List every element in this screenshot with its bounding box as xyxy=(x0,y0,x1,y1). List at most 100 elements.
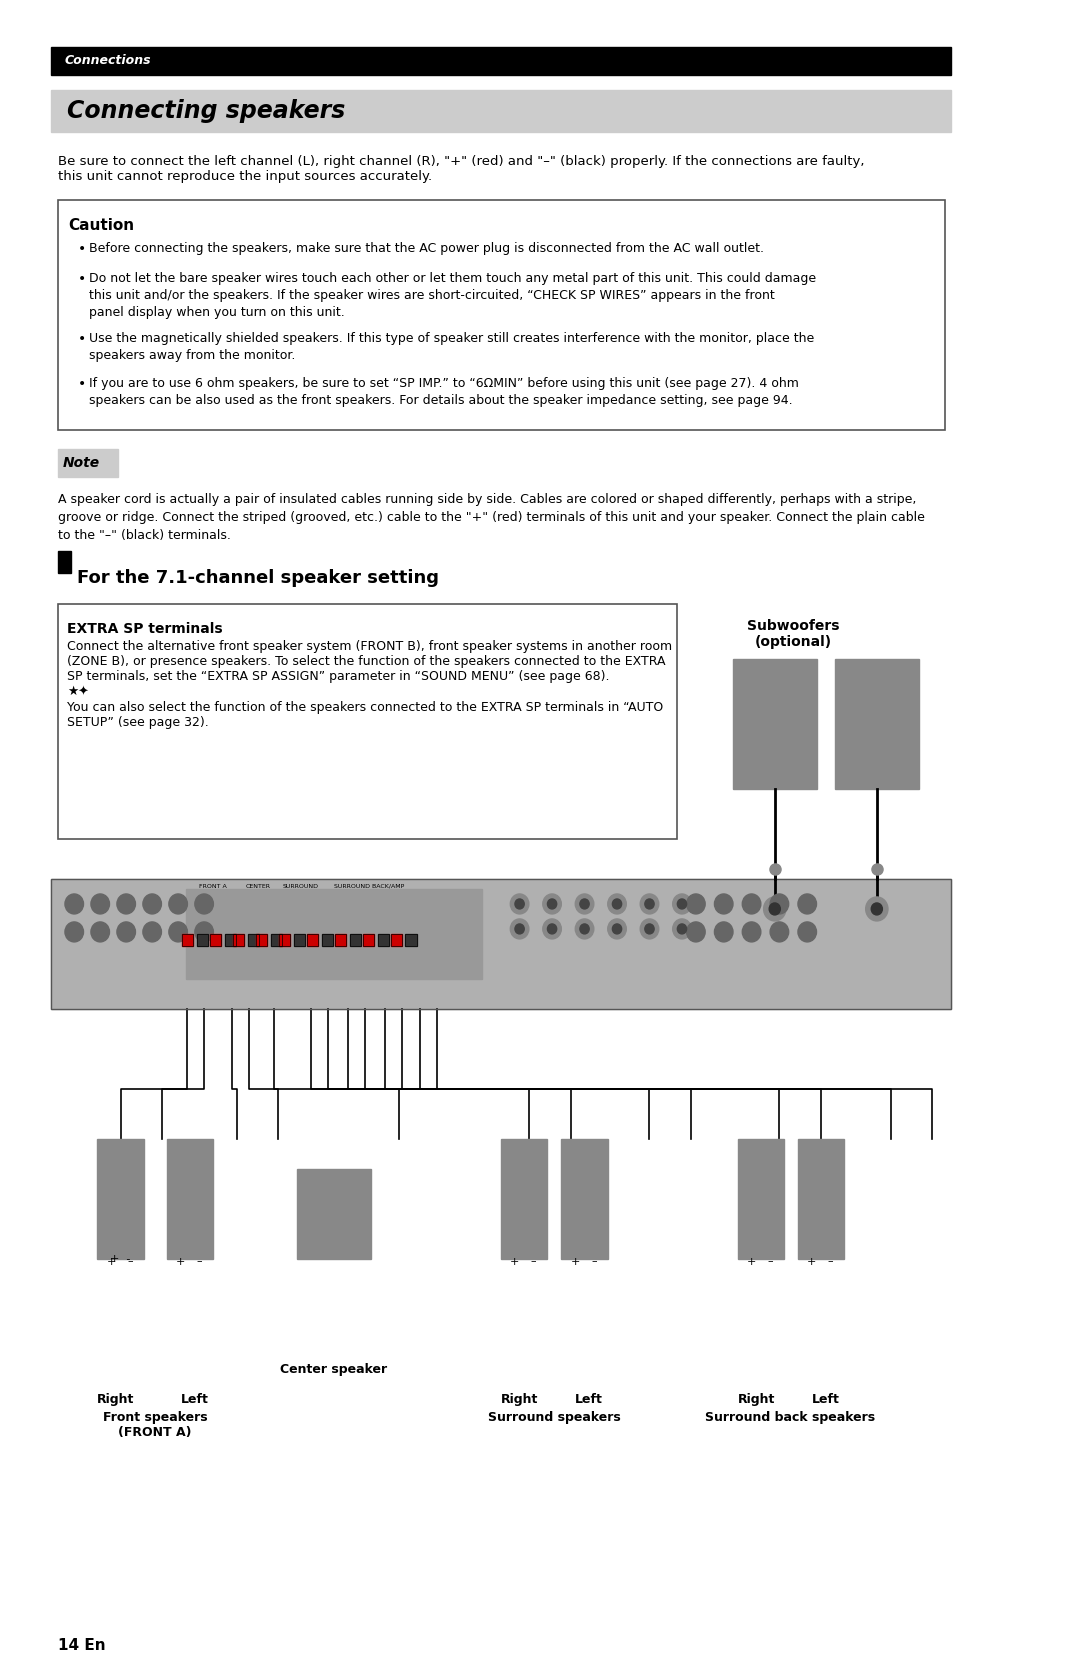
Bar xyxy=(378,935,389,946)
Circle shape xyxy=(515,900,524,910)
Circle shape xyxy=(143,921,161,941)
Circle shape xyxy=(117,895,135,915)
Circle shape xyxy=(612,925,622,935)
Bar xyxy=(197,935,207,946)
Circle shape xyxy=(770,921,788,941)
Bar xyxy=(256,935,267,946)
Circle shape xyxy=(143,895,161,915)
Bar xyxy=(97,1138,144,1259)
Circle shape xyxy=(798,895,816,915)
Text: SURROUND: SURROUND xyxy=(283,883,319,888)
Text: A speaker cord is actually a pair of insulated cables running side by side. Cabl: A speaker cord is actually a pair of ins… xyxy=(57,494,924,542)
Bar xyxy=(51,878,951,1009)
Circle shape xyxy=(548,900,556,910)
Bar xyxy=(307,935,319,946)
Text: •: • xyxy=(78,242,86,255)
Text: Connect the alternative front speaker system (FRONT B), front speaker systems in: Connect the alternative front speaker sy… xyxy=(67,640,672,653)
Circle shape xyxy=(770,895,788,915)
Text: SURROUND BACK/AMP: SURROUND BACK/AMP xyxy=(334,883,404,888)
Text: Be sure to connect the left channel (L), right channel (R), "+" (red) and "–" (b: Be sure to connect the left channel (L),… xyxy=(57,154,864,182)
Bar xyxy=(280,935,291,946)
Circle shape xyxy=(640,895,659,915)
Bar xyxy=(233,935,244,946)
Text: –: – xyxy=(197,1256,202,1266)
Bar xyxy=(57,449,118,477)
Circle shape xyxy=(65,921,83,941)
Text: SP terminals, set the “EXTRA SP ASSIGN” parameter in “SOUND MENU” (see page 68).: SP terminals, set the “EXTRA SP ASSIGN” … xyxy=(67,669,609,683)
Circle shape xyxy=(872,903,882,915)
Text: Note: Note xyxy=(63,456,100,471)
Bar xyxy=(391,935,402,946)
Circle shape xyxy=(673,895,691,915)
Bar xyxy=(181,935,193,946)
Bar xyxy=(280,935,291,946)
Bar xyxy=(57,605,677,838)
Text: SETUP” (see page 32).: SETUP” (see page 32). xyxy=(67,716,208,729)
Circle shape xyxy=(580,900,590,910)
Bar xyxy=(405,935,417,946)
Circle shape xyxy=(742,895,760,915)
Bar xyxy=(247,935,259,946)
Text: +: + xyxy=(747,1256,756,1266)
Circle shape xyxy=(677,925,687,935)
Bar xyxy=(256,935,267,946)
Bar xyxy=(294,935,306,946)
Bar xyxy=(378,935,389,946)
Text: Left: Left xyxy=(576,1394,603,1407)
Bar xyxy=(181,935,193,946)
Bar xyxy=(322,935,333,946)
Text: Caution: Caution xyxy=(69,217,135,232)
Circle shape xyxy=(769,903,781,915)
Bar xyxy=(167,1138,214,1259)
Text: Do not let the bare speaker wires touch each other or let them touch any metal p: Do not let the bare speaker wires touch … xyxy=(89,272,816,320)
Text: Right: Right xyxy=(738,1394,774,1407)
Circle shape xyxy=(612,900,622,910)
Circle shape xyxy=(608,895,626,915)
Circle shape xyxy=(742,921,760,941)
Circle shape xyxy=(117,921,135,941)
Circle shape xyxy=(576,895,594,915)
Text: –: – xyxy=(827,1256,834,1266)
Bar xyxy=(247,935,259,946)
Text: Surround speakers: Surround speakers xyxy=(487,1412,620,1425)
Text: If you are to use 6 ohm speakers, be sure to set “SP IMP.” to “6ΩMIN” before usi: If you are to use 6 ohm speakers, be sur… xyxy=(89,376,799,406)
Text: Connections: Connections xyxy=(65,55,151,68)
Text: Right: Right xyxy=(97,1394,135,1407)
Bar xyxy=(210,935,220,946)
Bar xyxy=(210,935,220,946)
Bar xyxy=(233,935,244,946)
Bar xyxy=(350,935,361,946)
Circle shape xyxy=(715,921,733,941)
Circle shape xyxy=(543,895,562,915)
Circle shape xyxy=(65,895,83,915)
Bar xyxy=(798,1138,845,1259)
Bar xyxy=(738,1138,784,1259)
Text: For the 7.1-channel speaker setting: For the 7.1-channel speaker setting xyxy=(77,570,438,587)
Text: +: + xyxy=(107,1256,116,1266)
Circle shape xyxy=(168,895,188,915)
Bar xyxy=(51,46,951,75)
Text: Left: Left xyxy=(181,1394,208,1407)
Bar xyxy=(307,935,319,946)
Bar xyxy=(322,935,333,946)
Circle shape xyxy=(608,920,626,940)
Text: EXTRA SP terminals: EXTRA SP terminals xyxy=(67,623,222,636)
Bar xyxy=(391,935,402,946)
Bar xyxy=(335,935,346,946)
Circle shape xyxy=(511,920,529,940)
Bar xyxy=(733,659,816,789)
Circle shape xyxy=(715,895,733,915)
Bar xyxy=(271,935,282,946)
Text: 14 En: 14 En xyxy=(57,1639,105,1654)
Text: FRONT A: FRONT A xyxy=(200,883,227,888)
Bar xyxy=(363,935,374,946)
Text: +: + xyxy=(807,1256,816,1266)
Text: Center speaker: Center speaker xyxy=(281,1364,388,1377)
Bar xyxy=(562,1138,608,1259)
Circle shape xyxy=(515,925,524,935)
Text: (ZONE B), or presence speakers. To select the function of the speakers connected: (ZONE B), or presence speakers. To selec… xyxy=(67,655,665,668)
Circle shape xyxy=(548,925,556,935)
Text: You can also select the function of the speakers connected to the EXTRA SP termi: You can also select the function of the … xyxy=(67,701,663,714)
Text: Front speakers
(FRONT A): Front speakers (FRONT A) xyxy=(103,1412,207,1440)
Text: Connecting speakers: Connecting speakers xyxy=(67,99,346,123)
